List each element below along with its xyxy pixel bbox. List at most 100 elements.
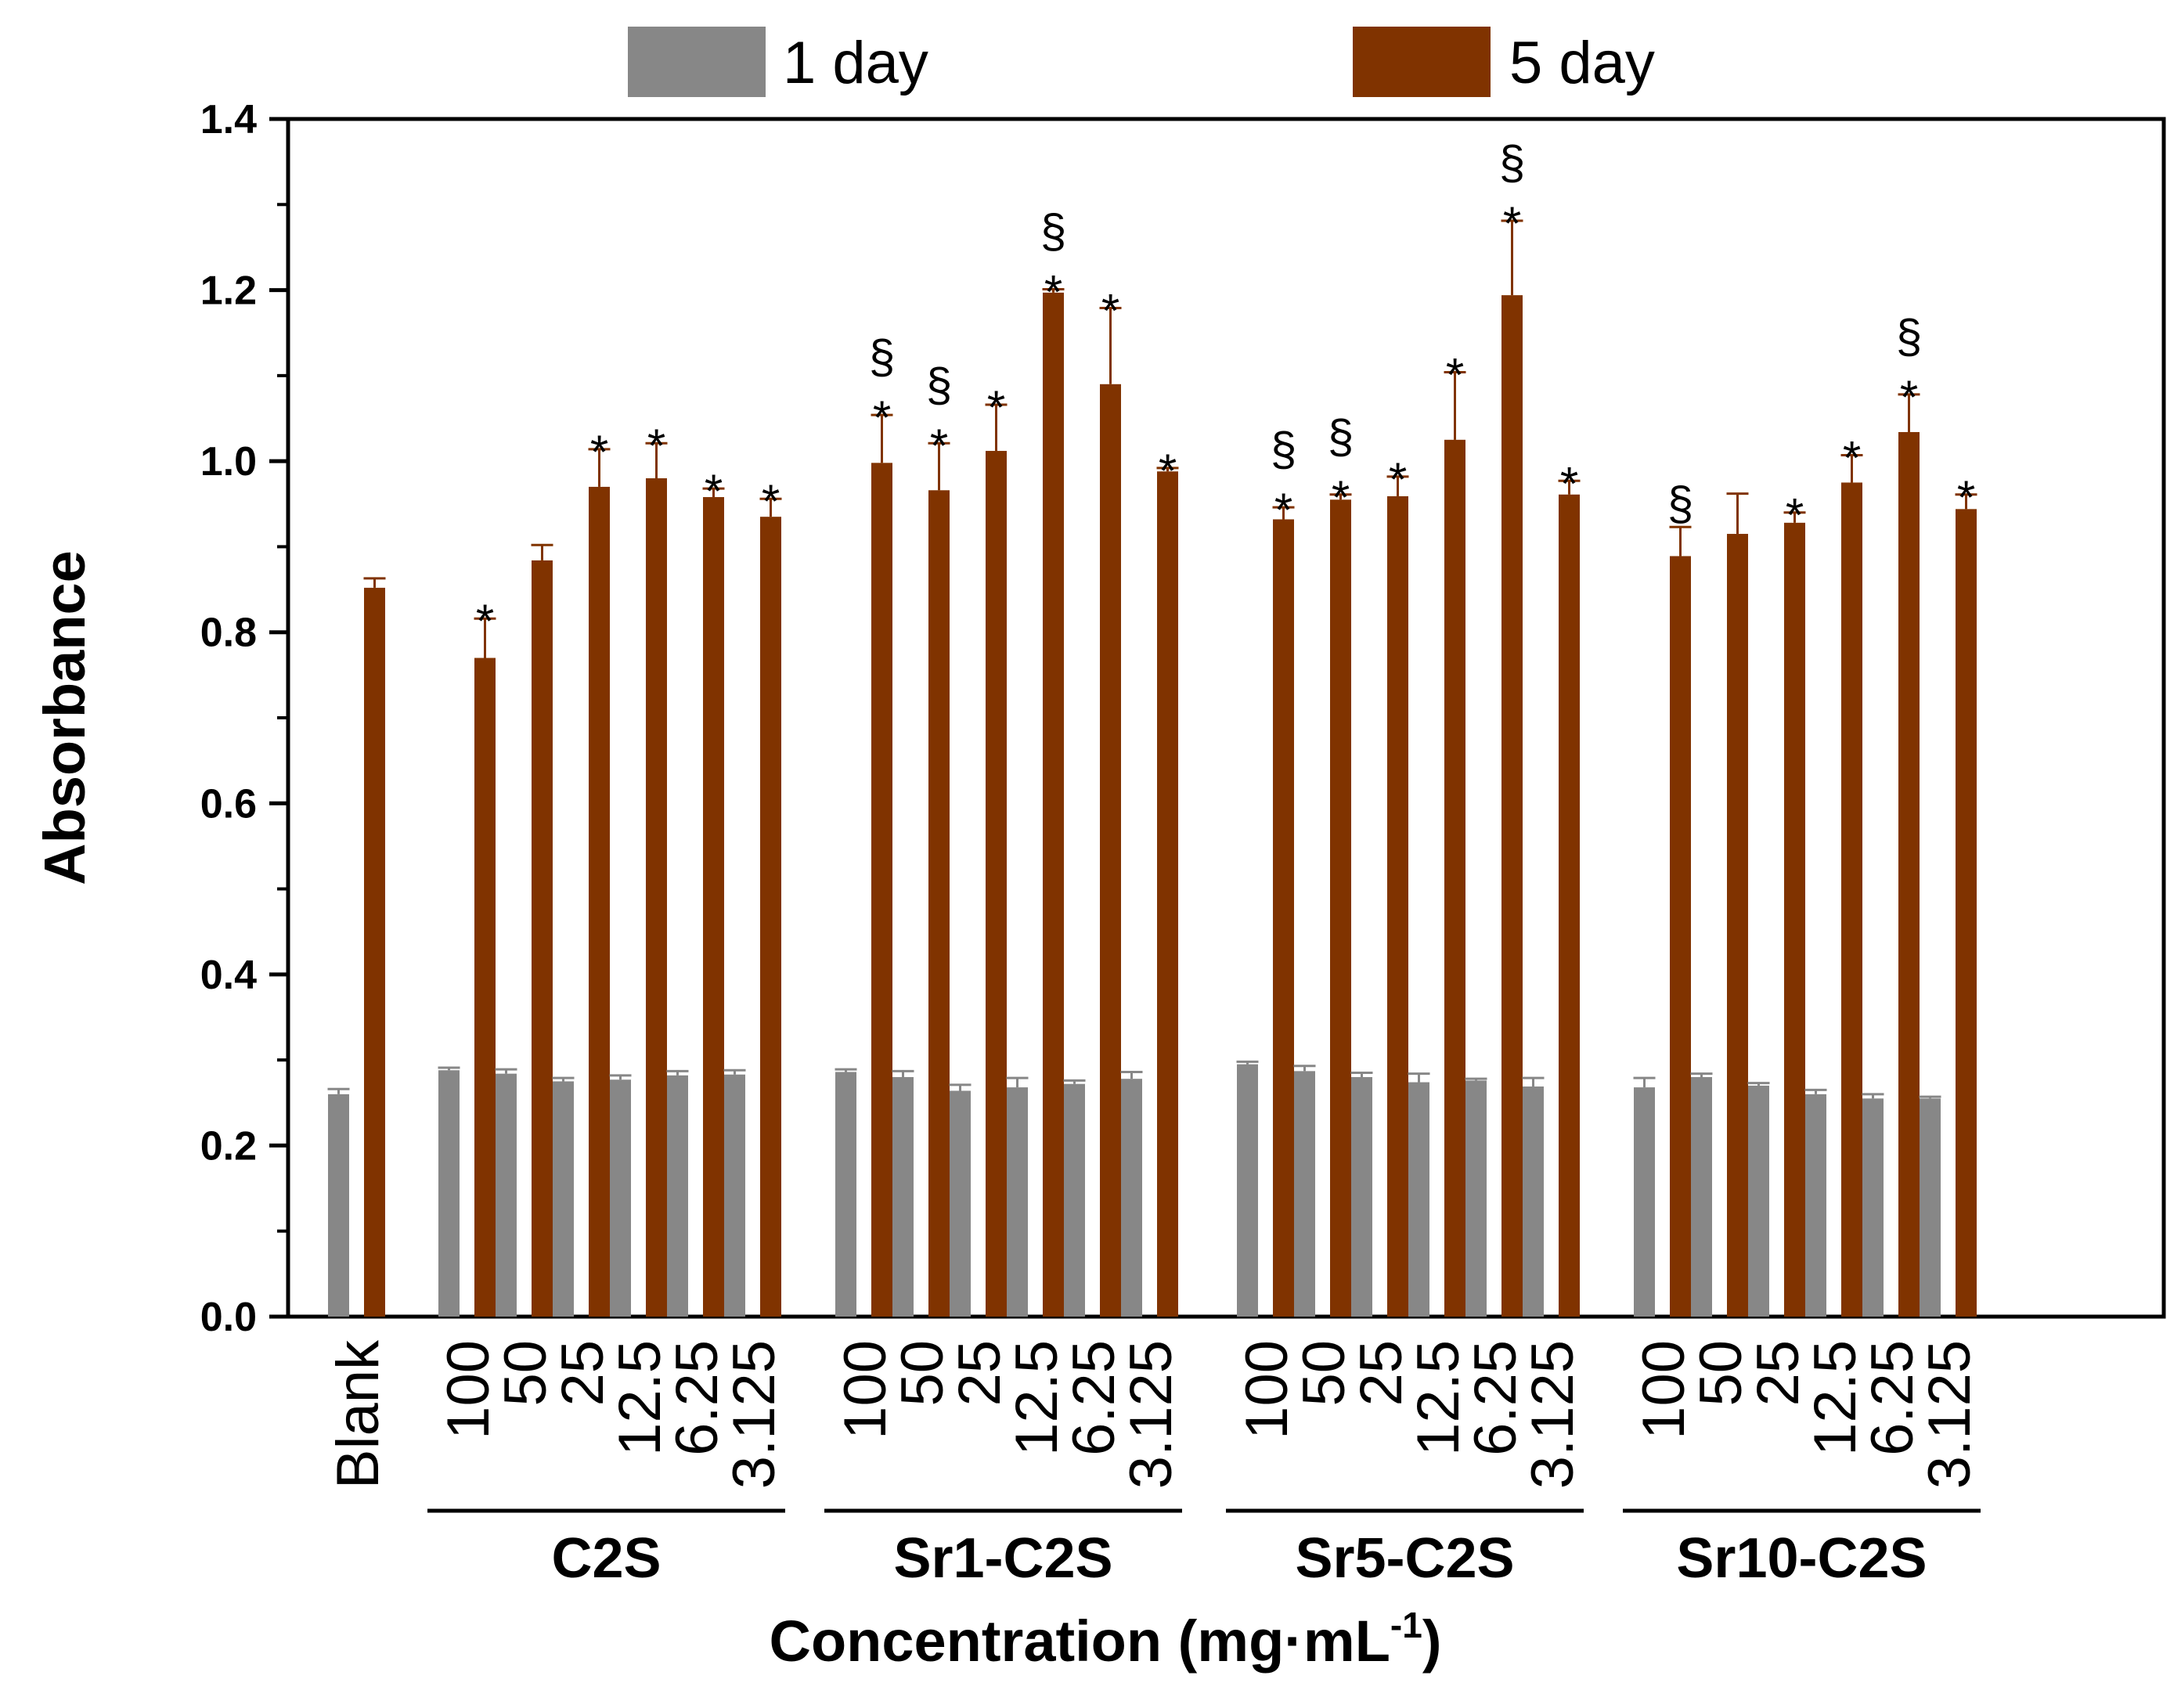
day1-bar (1748, 1085, 1769, 1317)
x-category-label: 3.125 (1916, 1340, 1983, 1489)
day1-bar (892, 1077, 914, 1317)
significance-star: * (1900, 371, 1918, 423)
x-axis-title-superscript: -1 (1390, 1605, 1422, 1645)
legend-swatch-5-day (1353, 27, 1491, 97)
day5-bar (1670, 556, 1691, 1317)
significance-star: * (1843, 431, 1861, 484)
day1-bar (1805, 1094, 1826, 1317)
day1-bar (1465, 1080, 1487, 1317)
x-axis-title-close: ) (1422, 1609, 1442, 1674)
day5-bar (1444, 439, 1465, 1317)
day1-bar (667, 1075, 688, 1317)
day1-bar (438, 1070, 460, 1317)
x-category-label: 6.25 (664, 1340, 730, 1456)
significance-star: * (705, 465, 723, 517)
day5-bar (928, 490, 950, 1317)
day5-bar (1727, 534, 1748, 1317)
x-category-label: 6.25 (1061, 1340, 1127, 1456)
significance-star: * (1560, 457, 1578, 510)
day1-bar (1064, 1083, 1085, 1317)
y-tick-label: 1.4 (200, 97, 257, 142)
day1-bar (1237, 1064, 1258, 1317)
day1-bar (496, 1073, 517, 1317)
day1-bar (1691, 1077, 1712, 1317)
day5-bar (703, 497, 724, 1317)
day5-bar (646, 478, 667, 1317)
x-category-label: Blank (325, 1339, 391, 1489)
group-label: Sr1-C2S (893, 1527, 1112, 1590)
day1-bar (1408, 1082, 1429, 1317)
bars: * * * * * * § * § * * § * * * § * § * * * § * § * * * § * (327, 136, 1977, 1317)
x-category-label: 3.125 (721, 1340, 788, 1489)
x-category-label: 100 (435, 1340, 502, 1440)
significance-star: * (987, 381, 1005, 434)
x-category-label: 6.25 (1859, 1340, 1926, 1456)
x-category-label: 100 (832, 1340, 899, 1440)
day1-bar (1294, 1071, 1315, 1317)
day1-bar (1351, 1077, 1372, 1317)
significance-star: * (762, 475, 780, 528)
y-axis: 0.0 0.2 0.4 0.6 0.8 1.0 1.2 1.4 (200, 97, 288, 1340)
significance-section: § (1328, 410, 1354, 463)
x-category-label: 50 (889, 1340, 956, 1407)
significance-section: § (1499, 136, 1525, 189)
x-category-label: 50 (492, 1340, 559, 1407)
y-tick-label: 1.2 (200, 268, 257, 314)
significance-star: * (647, 420, 665, 472)
x-category-label: 25 (946, 1340, 1013, 1407)
significance-section: § (869, 330, 895, 383)
x-category-label: 12.5 (607, 1340, 673, 1456)
day5-bar (364, 587, 385, 1317)
day5-bar (986, 451, 1007, 1317)
group-label: C2S (551, 1527, 661, 1590)
x-category-label: 25 (550, 1340, 616, 1407)
day5-bar (474, 658, 496, 1317)
day5-bar (1043, 292, 1064, 1317)
x-category-label: 12.5 (1405, 1340, 1472, 1456)
day5-bar (1330, 499, 1351, 1317)
x-category-label: 25 (1348, 1340, 1415, 1407)
y-tick-label: 0.2 (200, 1123, 257, 1169)
significance-section: § (1271, 423, 1296, 475)
day1-bar (553, 1081, 574, 1317)
day5-bar (1100, 384, 1121, 1317)
x-category-label: 6.25 (1462, 1340, 1529, 1456)
y-tick-label: 0.4 (200, 953, 257, 998)
x-category-label: 50 (1291, 1340, 1357, 1407)
x-category-label: 25 (1745, 1340, 1811, 1407)
x-category-label: 12.5 (1802, 1340, 1869, 1456)
day1-bar (1634, 1087, 1655, 1317)
y-axis-title: Absorbance (32, 550, 97, 885)
x-category-label: 3.125 (1519, 1340, 1586, 1489)
day5-bar (1157, 471, 1178, 1317)
day1-bar (328, 1094, 349, 1317)
day1-bar (1523, 1086, 1544, 1317)
significance-star: * (1503, 197, 1521, 250)
day1-bar (835, 1072, 856, 1317)
day1-bar (724, 1074, 745, 1317)
x-category-label: 12.5 (1004, 1340, 1070, 1456)
significance-star: * (930, 420, 948, 472)
legend-swatch-1-day (628, 27, 766, 97)
day5-bar (589, 486, 610, 1317)
day1-bar (1862, 1098, 1884, 1317)
y-tick-label: 1.0 (200, 439, 257, 485)
significance-section: § (1667, 477, 1693, 529)
day1-bar (950, 1090, 971, 1317)
x-axis-title-main: Concentration (mg·mL (770, 1609, 1390, 1674)
y-tick-label: 0.6 (200, 781, 257, 827)
x-category-label: 3.125 (1118, 1340, 1184, 1489)
significance-star: * (1159, 445, 1177, 497)
significance-star: * (1332, 471, 1350, 524)
significance-star: * (590, 426, 608, 478)
significance-star: * (1446, 348, 1464, 401)
group-label: Sr5-C2S (1295, 1527, 1514, 1590)
significance-star: * (873, 391, 891, 444)
day1-bar (1121, 1079, 1142, 1317)
significance-star: * (1786, 489, 1804, 542)
significance-star: * (1101, 285, 1119, 337)
day5-bar (532, 560, 553, 1317)
significance-star: * (476, 595, 494, 647)
